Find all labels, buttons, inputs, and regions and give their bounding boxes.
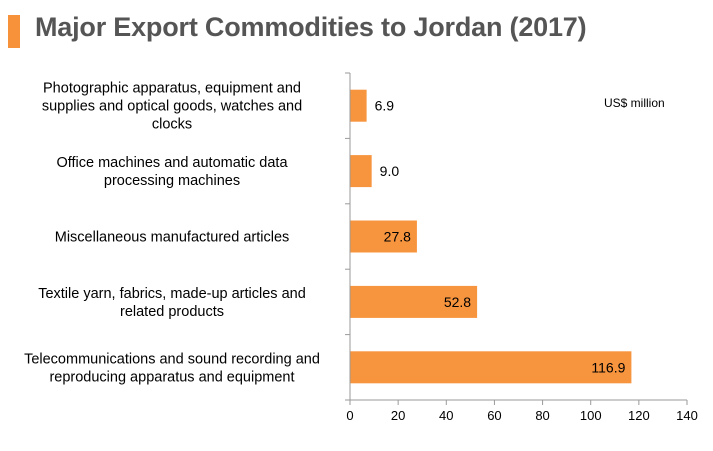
chart-title: Major Export Commodities to Jordan (2017… <box>35 12 587 42</box>
unit-label: US$ million <box>604 96 665 110</box>
value-label-4: 52.8 <box>444 294 471 310</box>
x-tick-label-0: 0 <box>346 408 353 423</box>
bar-4 <box>350 285 478 318</box>
bar-1 <box>350 89 367 122</box>
value-label-1: 6.9 <box>375 98 395 114</box>
x-tick-label-1: 20 <box>391 408 405 423</box>
x-tick-label-6: 120 <box>628 408 650 423</box>
x-tick-label-7: 140 <box>676 408 698 423</box>
value-label-3: 27.8 <box>384 229 411 245</box>
category-label-1: Photographic apparatus, equipment and sup… <box>42 81 302 133</box>
bar-5 <box>350 351 632 384</box>
x-tick-label-4: 80 <box>535 408 549 423</box>
bar-3 <box>350 220 417 253</box>
category-label-2: Office machines and automatic data proces… <box>56 155 288 189</box>
x-tick-label-3: 60 <box>487 408 501 423</box>
category-label-4: Textile yarn, fabrics, made-up articles … <box>38 286 306 320</box>
category-label-3: Miscellaneous manufactured articles <box>55 230 290 246</box>
bar-2 <box>350 155 372 188</box>
title-accent-bar <box>8 15 20 48</box>
value-label-2: 9.0 <box>380 163 400 179</box>
x-tick-label-2: 40 <box>439 408 453 423</box>
category-label-5: Telecommunications and sound recording a… <box>24 351 320 385</box>
x-tick-label-5: 100 <box>580 408 602 423</box>
value-label-5: 116.9 <box>591 359 625 375</box>
